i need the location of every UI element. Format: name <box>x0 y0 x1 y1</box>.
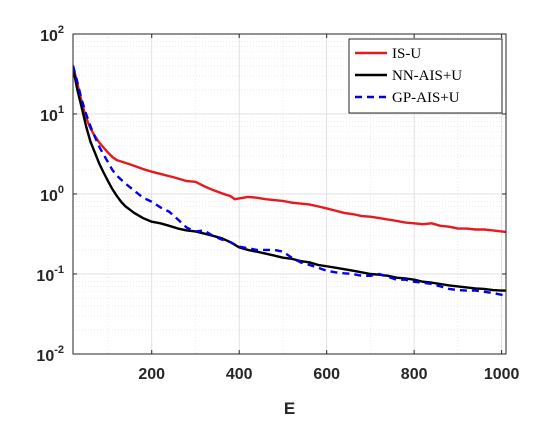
x-tick-label: 800 <box>401 366 428 383</box>
series-line-gp-ais-u <box>73 65 506 298</box>
major-grid <box>73 34 506 354</box>
y-tick-label: 101 <box>40 104 64 125</box>
legend: IS-U NN-AIS+U GP-AIS+U <box>348 38 503 114</box>
x-tick-label: 400 <box>226 366 253 383</box>
y-tick-labels: 10-2 10-1 100 101 102 <box>36 24 64 365</box>
x-tick-label: 200 <box>138 366 165 383</box>
legend-label: GP-AIS+U <box>392 90 460 106</box>
x-axis-label: E <box>284 399 295 418</box>
x-tick-labels: 200 400 600 800 1000 <box>138 366 519 383</box>
y-tick-label: 10-2 <box>36 344 64 365</box>
legend-label: IS-U <box>392 46 421 62</box>
x-tick-label: 1000 <box>484 366 520 383</box>
y-tick-label: 100 <box>40 184 64 205</box>
tick-marks <box>73 33 506 355</box>
x-tick-label: 600 <box>313 366 340 383</box>
series-line-is-u <box>73 64 506 234</box>
legend-label: NN-AIS+U <box>392 68 462 84</box>
y-tick-label: 10-1 <box>36 264 64 285</box>
series-layer <box>73 64 506 298</box>
y-tick-label: 102 <box>40 24 64 45</box>
